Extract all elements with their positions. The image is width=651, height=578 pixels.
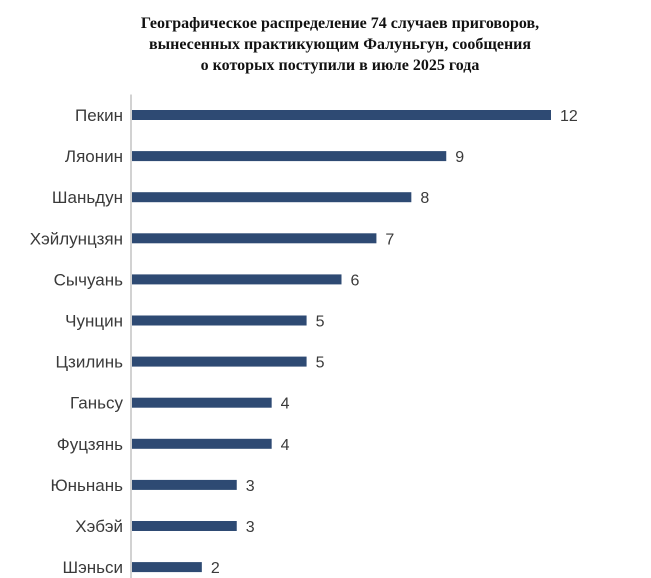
category-label: Цзилинь: [55, 353, 123, 372]
category-label: Шэньси: [63, 558, 124, 577]
bar: [132, 356, 307, 367]
category-label: Сычуань: [54, 270, 124, 289]
value-label: 5: [316, 314, 325, 331]
value-label: 3: [246, 478, 255, 495]
category-label: Хэйлунцзян: [30, 229, 123, 248]
bar: [132, 438, 272, 449]
bar: [132, 562, 202, 573]
category-label: Ганьсу: [70, 394, 123, 413]
bar: [132, 192, 412, 203]
bar: [132, 233, 377, 244]
bar: [132, 479, 237, 490]
bar: [132, 274, 342, 285]
bar: [132, 397, 272, 408]
chart-title-line-1: Географическое распределение 74 случаев …: [140, 15, 540, 32]
chart-title: Географическое распределение 74 случаев …: [40, 13, 640, 76]
value-label: 4: [281, 437, 290, 454]
category-label: Фуцзянь: [57, 435, 123, 454]
bar: [132, 521, 237, 531]
value-label: 4: [281, 396, 290, 413]
category-label: Шаньдун: [52, 188, 123, 207]
value-label: 9: [455, 149, 464, 166]
value-label: 6: [351, 272, 360, 289]
chart-title-line-2: вынесенных практикующим Фалуньгун, сообщ…: [148, 36, 532, 53]
category-label: Ляонин: [65, 147, 123, 166]
bar: [132, 315, 307, 326]
value-label: 7: [385, 231, 394, 248]
value-label: 12: [560, 108, 578, 125]
value-label: 2: [211, 560, 220, 577]
category-label: Юньнань: [50, 476, 123, 495]
value-label: 5: [316, 355, 325, 372]
category-label: Пекин: [75, 106, 123, 125]
chart-title-line-3: о которых поступили в июле 2025 года: [200, 57, 480, 74]
category-label: Хэбэй: [75, 517, 123, 536]
category-label: Чунцин: [65, 312, 123, 331]
bar: [132, 151, 447, 162]
value-label: 3: [246, 519, 255, 536]
value-label: 8: [420, 190, 429, 207]
bar: [132, 110, 551, 120]
